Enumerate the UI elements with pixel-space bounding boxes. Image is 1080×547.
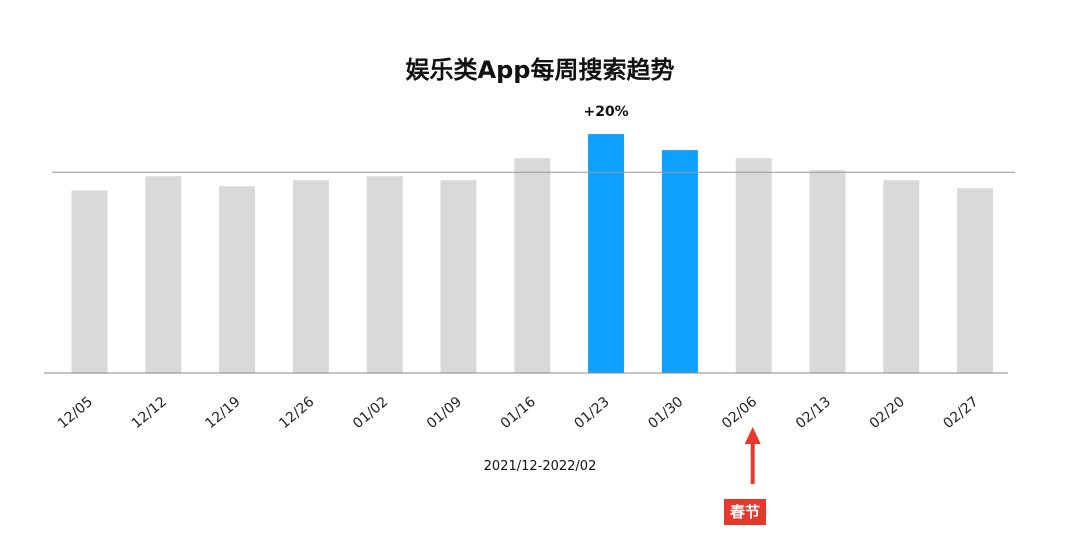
spring-festival-tag: 春节 [724, 499, 766, 525]
peak-annotation: +20% [583, 104, 628, 120]
x-tick-label: 02/27 [940, 394, 981, 432]
x-tick-label: 01/09 [424, 394, 465, 432]
bar-02-06 [735, 158, 772, 373]
bar-01-02 [366, 176, 403, 373]
annotations-layer: +20% [583, 104, 628, 120]
x-tick-label: 01/30 [645, 394, 686, 432]
x-tick-label: 02/20 [867, 394, 908, 432]
x-tick-labels: 12/05 12/12 12/19 12/26 01/02 01/09 01/16 01/23… [55, 394, 982, 432]
x-tick-label: 12/05 [55, 394, 96, 432]
x-tick-label: 01/16 [498, 394, 539, 432]
bar-01-16 [514, 158, 551, 373]
bar-12-12 [145, 176, 182, 373]
bar-01-23 [588, 134, 625, 373]
x-tick-label: 12/26 [276, 394, 317, 432]
event-arrow-head [744, 427, 761, 444]
chart-title: 娱乐类App每周搜索趋势 [405, 56, 675, 84]
x-tick-label: 01/02 [350, 394, 391, 432]
bar-12-05 [71, 190, 108, 373]
x-tick-label: 12/19 [202, 394, 243, 432]
bar-02-20 [883, 180, 920, 373]
bar-01-30 [661, 150, 698, 373]
event-arrow [744, 427, 761, 484]
bar-12-26 [292, 180, 329, 373]
x-tick-label: 02/13 [793, 394, 834, 432]
bar-12-19 [219, 186, 256, 373]
x-axis-label: 2021/12-2022/02 [483, 459, 597, 474]
x-tick-label: 01/23 [571, 394, 612, 432]
bar-02-13 [809, 170, 846, 373]
bars-layer [71, 134, 994, 373]
bar-01-09 [440, 180, 477, 373]
x-tick-label: 12/12 [129, 394, 170, 432]
bar-02-27 [957, 188, 994, 373]
x-tick-label: 02/06 [719, 394, 760, 432]
